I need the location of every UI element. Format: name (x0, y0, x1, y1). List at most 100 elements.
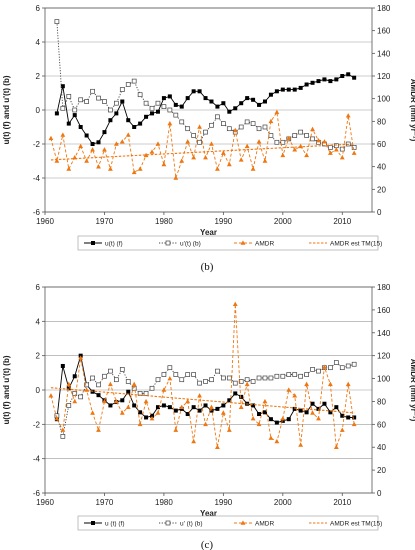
panel-b-series-1-point (167, 107, 173, 113)
panel-b-series-1-point (298, 129, 304, 135)
panel-b-x-tick-label: 1990 (214, 217, 232, 226)
panel-c-series-0-point (150, 413, 155, 418)
panel-c-series-0-point (239, 394, 244, 399)
panel-b-series-1-point (328, 145, 333, 150)
panel-b-series-1-point (203, 129, 208, 135)
panel-b-series-0-point (209, 99, 214, 104)
panel-c-series-0-point (292, 406, 297, 411)
panel-b-series-2-point (155, 141, 161, 146)
panel-c-series-2-point (232, 301, 238, 306)
panel-c-legend-swatch-marker (240, 520, 246, 525)
panel-b-series-1-point (185, 126, 191, 132)
panel-b-series-0-point (150, 111, 155, 116)
panel-b-series-2-point (54, 158, 60, 163)
panel-c-series-1-point (78, 394, 84, 400)
panel-c-series-2-point (256, 421, 262, 427)
panel-c-series-0-point (60, 363, 65, 368)
panel-c-x-tick-label: 1960 (36, 498, 54, 507)
panel-b-series-2-point (108, 166, 113, 171)
panel-b-series-0-point (346, 72, 351, 77)
panel-b-series-0-point (54, 111, 59, 116)
panel-b-series-1-point (60, 105, 66, 111)
panel-c-series-2-point (161, 387, 167, 392)
panel-b-series-0-point (161, 96, 166, 101)
panel-b-series-1-point (226, 126, 232, 132)
panel-b-series-2-point (78, 143, 84, 149)
panel-c-y2-tick-label: 160 (377, 306, 391, 315)
panel-c-caption: (c) (201, 539, 214, 550)
panel-b-series-1-point (119, 87, 125, 92)
panel-c-series-0-line (56, 355, 355, 424)
panel-b-series-0-point (120, 99, 125, 104)
panel-c-y-axis-label: u(t) (f) and u'(t) (b) (2, 355, 11, 424)
panel-b-y2-tick-label: 120 (377, 72, 391, 81)
panel-b-series-2-point (310, 126, 315, 132)
panel-b-series-0-point (292, 87, 297, 92)
panel-b-series-2-point (226, 161, 232, 167)
panel-c-series-1-point (339, 365, 345, 371)
panel-c-series-1-point (84, 382, 89, 388)
panel-c-series-1-point (256, 375, 262, 381)
panel-b-series-1-point (149, 105, 155, 111)
panel-c-series-3-line (50, 387, 355, 414)
panel-b-series-2-point (90, 147, 95, 152)
panel-b-series-2-point (203, 155, 208, 160)
panel-c-series-0-point (251, 403, 256, 408)
panel-b-series-0-point (78, 125, 83, 129)
panel-b-series-0-point (245, 96, 250, 101)
panel-b-series-0-point (84, 133, 89, 138)
panel-b-series-1-point (292, 133, 298, 138)
panel-c-legend-label: u (t) (f) (105, 520, 125, 527)
panel-c-y2-tick-label: 120 (377, 352, 391, 361)
panel-b-series-1-point (72, 107, 78, 113)
panel-b-y-tick-label: -6 (33, 208, 41, 217)
panel-c-y-tick-label: 2 (36, 352, 41, 361)
panel-b-series-2-point (149, 149, 155, 154)
panel-b-x-tick-label: 1980 (155, 217, 173, 226)
panel-b-legend-box (77, 235, 379, 251)
panel-c-y-tick-label: 4 (36, 317, 41, 326)
panel-b-legend-swatch-marker (165, 240, 171, 246)
panel-c-series-1-point (232, 380, 238, 386)
panel-b-series-1-point (96, 95, 101, 101)
panel-c-series-1-point (351, 361, 357, 367)
panel-c-series-0-point (120, 398, 125, 403)
panel-b-series-1-point (155, 100, 161, 106)
panel-c-series-0-point (233, 391, 238, 396)
panel-c-series-1-point (280, 373, 286, 379)
panel-c-series-1-point (90, 375, 95, 381)
panel-b-series-2-point (119, 139, 125, 144)
panel-c-series-2-point (262, 398, 268, 404)
panel-c-series-0-point (72, 374, 77, 379)
panel-b-series-2-point (84, 158, 90, 163)
panel-b-series-1-point (256, 126, 262, 132)
panel-b-series-1-point (108, 107, 113, 113)
panel-b-series-2-point (191, 155, 197, 160)
panel-c-series-0-point (328, 410, 333, 415)
panel-c-series-2-point (149, 416, 155, 421)
panel-c-series-1-point (298, 373, 304, 379)
panel-b-series-0-point (102, 130, 107, 135)
panel-c-series-0-point (268, 417, 273, 422)
panel-c-series-1-point (203, 379, 208, 384)
panel-b-series-0-point (262, 99, 267, 104)
panel-c-series-2-point (54, 416, 60, 421)
panel-b-legend-label: u(t) (f) (105, 240, 123, 247)
panel-b-series-0-point (132, 125, 137, 129)
panel-b-series-0-point (108, 118, 113, 123)
panel-c-series-2-line (50, 304, 355, 448)
panel-b-series-0-point (227, 109, 232, 114)
panel-c-series-2-point (90, 410, 95, 415)
panel-c-y-tick-label: 0 (36, 386, 41, 395)
panel-c-series-2-point (131, 381, 137, 387)
panel-c-y2-tick-label: 100 (377, 375, 391, 384)
panel-c-series-0-point (298, 408, 303, 413)
panel-c-series-0-point (108, 403, 113, 408)
panel-c-series-0-point (257, 412, 262, 417)
panel-c-series-0-point (209, 408, 214, 413)
panel-b-series-0-point (203, 96, 208, 101)
panel-b-series-2-point (131, 169, 137, 175)
panel-c-series-2-point (155, 410, 161, 415)
panel-b-series-1 (54, 19, 357, 152)
